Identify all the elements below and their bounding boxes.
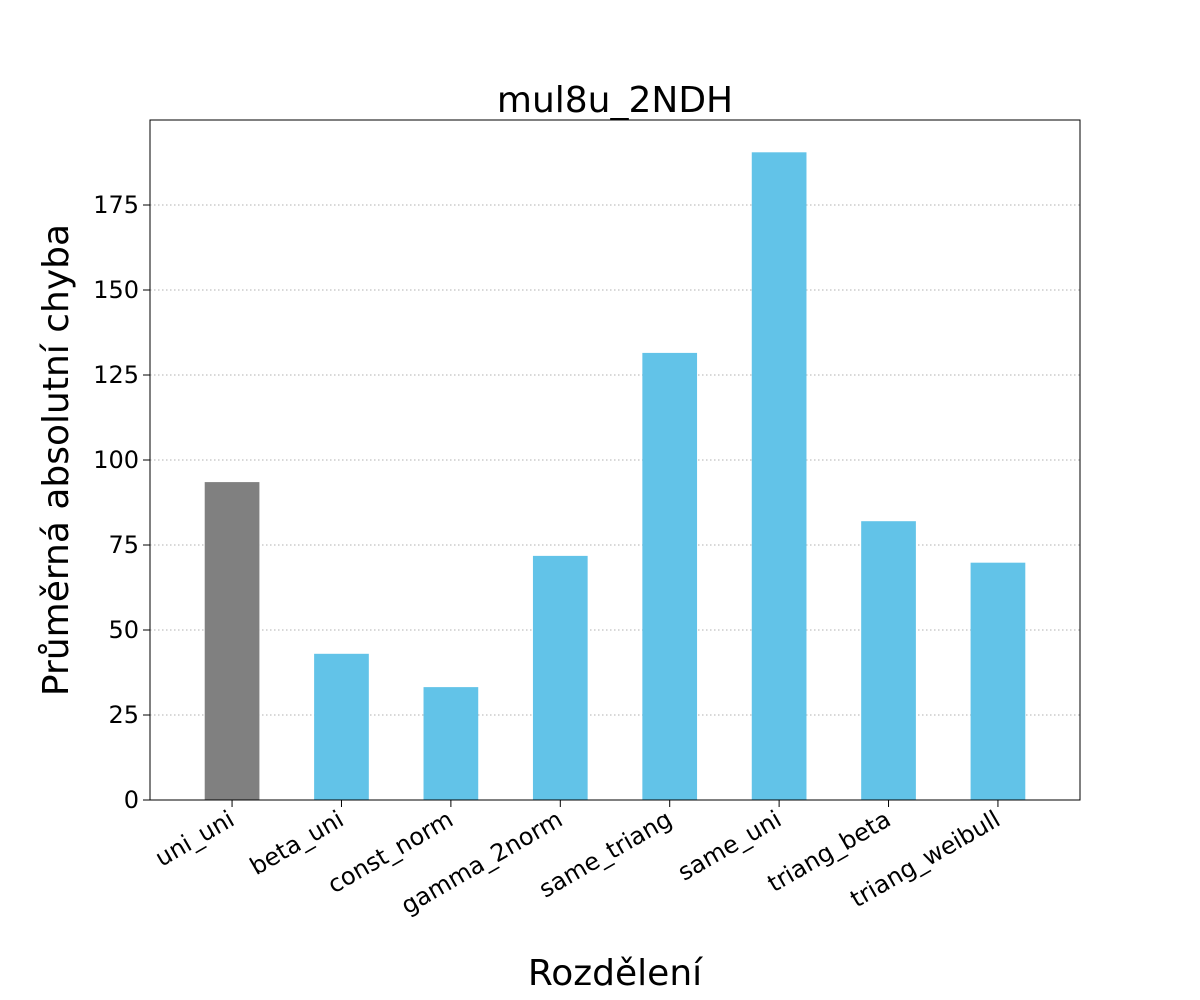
bars — [204, 152, 1026, 801]
y-tick-label: 75 — [108, 531, 139, 559]
y-tick-label: 0 — [124, 786, 139, 814]
bar-gamma-2norm — [532, 555, 588, 800]
y-tick-label: 150 — [93, 276, 139, 304]
y-tick-label: 50 — [108, 616, 139, 644]
bar-triang-beta — [861, 521, 916, 800]
chart-title: mul8u_2NDH — [497, 80, 733, 121]
y-tick-label: 100 — [93, 446, 139, 474]
bar-beta-uni — [314, 653, 369, 800]
bar-uni-uni — [204, 482, 260, 800]
grid-lines — [150, 204, 1080, 716]
x-axis-title: Rozdělení — [528, 953, 703, 994]
y-axis: 0 25 50 75 100 125 150 175 — [93, 191, 150, 814]
x-axis: uni_uni beta_uniconst_normgamma_2normsame… — [150, 800, 1005, 920]
x-tick-label: uni_uni — [150, 805, 239, 872]
y-tick-label: 175 — [93, 191, 139, 219]
y-tick-label: 125 — [93, 361, 139, 389]
bar-const-norm — [423, 687, 479, 800]
y-tick-label: 25 — [108, 701, 139, 729]
bar-same-uni — [751, 152, 807, 801]
bar-triang-weibull — [970, 562, 1026, 800]
bar-same-triang — [642, 352, 698, 800]
y-axis-title: Průměrná absolutní chyba — [36, 224, 77, 696]
